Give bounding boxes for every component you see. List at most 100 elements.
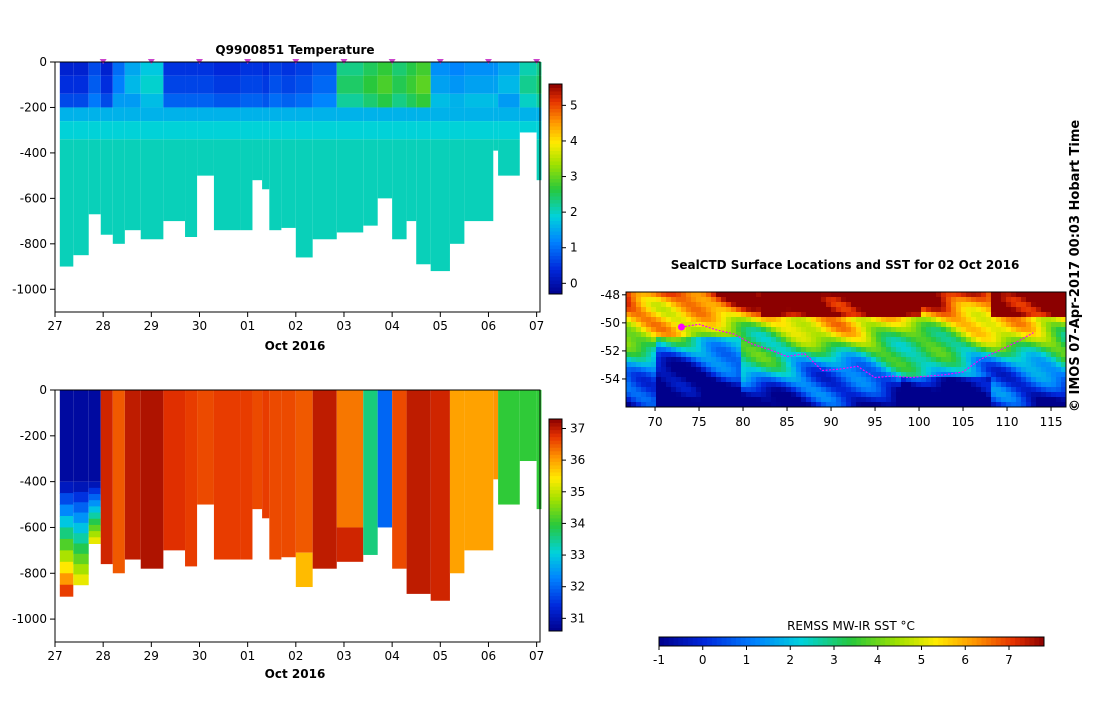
temperature-cell	[252, 75, 263, 94]
sst-cell	[751, 297, 757, 303]
sst-cell	[826, 387, 832, 393]
sst-cell	[1031, 317, 1037, 323]
sst-cell	[776, 342, 782, 348]
sst-cell	[806, 367, 812, 373]
temperature-cell	[464, 93, 494, 108]
sst-cell	[961, 392, 967, 398]
sst-cell	[806, 347, 812, 353]
sst-cell	[761, 332, 767, 338]
sst-cell	[1011, 382, 1017, 388]
lon-tick-label: 95	[867, 415, 882, 429]
colorbar-segment	[549, 535, 562, 540]
sst-cell	[731, 382, 737, 388]
sst-cell	[816, 312, 822, 318]
sst-cell	[986, 337, 992, 343]
sst-cell	[671, 302, 677, 308]
sst-cell	[821, 327, 827, 333]
sst-cell	[711, 377, 717, 383]
sst-cell	[891, 402, 897, 408]
sst-cell	[946, 377, 952, 383]
sst-cell	[936, 362, 942, 368]
sst-cell	[1056, 357, 1062, 363]
sst-cell	[931, 292, 937, 298]
sst-cell	[1051, 332, 1057, 338]
colorbar-segment	[549, 578, 562, 583]
sst-cell	[996, 387, 1002, 393]
sst-cell	[966, 362, 972, 368]
sst-cell	[681, 387, 687, 393]
sst-cell	[776, 402, 782, 408]
sst-cell	[1026, 382, 1032, 388]
sst-cell	[926, 377, 932, 383]
sst-cell	[801, 292, 807, 298]
temperature-xlabel: Oct 2016	[265, 339, 326, 353]
colorbar-segment	[692, 637, 698, 646]
sst-cell	[911, 302, 917, 308]
sst-cell	[701, 347, 707, 353]
colorbar-segment	[1010, 637, 1016, 646]
colorbar-segment	[549, 192, 562, 197]
sst-cell	[741, 372, 747, 378]
sst-cell	[1021, 307, 1027, 313]
sst-cell	[961, 337, 967, 343]
sst-cell	[871, 317, 877, 323]
temperature-profiles	[59, 62, 542, 272]
sst-cell	[961, 357, 967, 363]
sst-cell	[1061, 367, 1067, 373]
sst-cell	[786, 292, 792, 298]
colorbar-segment	[549, 503, 562, 508]
sst-cell	[1056, 317, 1062, 323]
temperature-cell	[336, 93, 364, 108]
sst-cell	[631, 322, 637, 328]
sst-cell	[876, 327, 882, 333]
sst-cell	[801, 392, 807, 398]
sst-cell	[741, 342, 747, 348]
sst-cell	[631, 312, 637, 318]
sst-cell	[736, 357, 742, 363]
sst-cell	[916, 332, 922, 338]
sst-cell	[756, 367, 762, 373]
sst-cell	[711, 387, 717, 393]
sst-cell	[711, 392, 717, 398]
sst-cell	[671, 347, 677, 353]
colorbar-segment	[549, 210, 562, 214]
sst-cell	[786, 357, 792, 363]
sst-cell	[951, 302, 957, 308]
colorbar-segment	[1034, 637, 1040, 646]
sst-cell	[926, 322, 932, 328]
sst-cell	[801, 352, 807, 358]
sst-cell	[731, 302, 737, 308]
temperature-cell	[262, 139, 270, 190]
sst-cell	[946, 327, 952, 333]
sst-cell	[826, 347, 832, 353]
sst-cell	[626, 377, 632, 383]
sst-cell	[1041, 297, 1047, 303]
sst-cell	[961, 397, 967, 403]
sst-cell	[801, 327, 807, 333]
sst-cell	[836, 372, 842, 378]
sst-cell	[941, 302, 947, 308]
sst-cell	[791, 352, 797, 358]
sst-cell	[996, 312, 1002, 318]
sst-cell	[936, 377, 942, 383]
sst-cell	[921, 317, 927, 323]
sst-cell	[891, 372, 897, 378]
colorbar-segment	[716, 637, 723, 646]
sst-cell	[876, 337, 882, 343]
sst-cell	[736, 317, 742, 323]
colorbar-segment	[549, 585, 562, 590]
sst-cell	[846, 297, 852, 303]
colorbar-segment	[549, 549, 562, 554]
sst-cell	[631, 357, 637, 363]
sst-cell	[726, 327, 732, 333]
salinity-cell	[59, 561, 74, 574]
sst-cell	[866, 292, 872, 298]
y-tick-label: 0	[39, 55, 47, 69]
sst-cell	[1036, 402, 1042, 408]
sst-cell	[1041, 382, 1047, 388]
sst-cell	[726, 392, 732, 398]
salinity-cell	[464, 390, 494, 551]
temperature-cell	[185, 107, 198, 122]
sst-cell	[646, 292, 652, 298]
sst-cell	[671, 312, 677, 318]
